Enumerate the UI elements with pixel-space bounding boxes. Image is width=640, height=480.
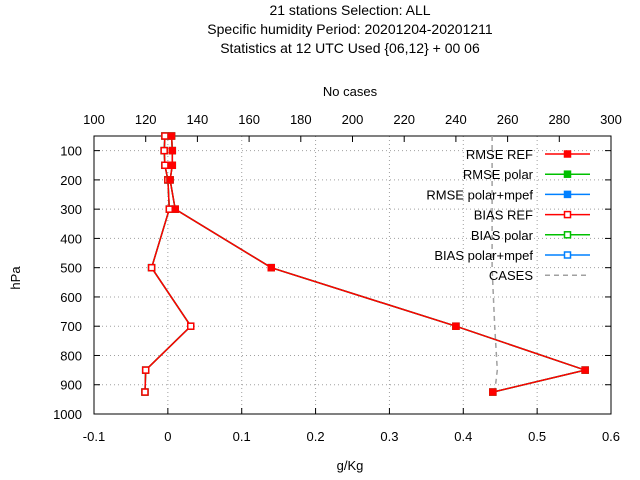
data-point-bias-ref bbox=[147, 263, 156, 272]
data-point-rmse-ref bbox=[171, 205, 179, 213]
x-axis-label: g/Kg bbox=[337, 458, 364, 473]
x-tick-label: -0.1 bbox=[83, 429, 105, 444]
x-tick-label: 0.6 bbox=[602, 429, 620, 444]
top-tick-label: 180 bbox=[290, 112, 312, 127]
data-point-bias-ref bbox=[141, 366, 150, 374]
x-tick-label: 0 bbox=[164, 429, 171, 444]
data-point-rmse-ref bbox=[168, 146, 177, 155]
y-tick-label: 200 bbox=[60, 173, 82, 188]
data-point-rmse-ref bbox=[166, 176, 174, 184]
legend-swatch-marker bbox=[563, 190, 572, 199]
data-point-rmse-ref bbox=[167, 132, 176, 140]
data-point-rmse-ref bbox=[267, 263, 276, 272]
top-tick-label: 120 bbox=[135, 112, 157, 127]
data-point-bias-ref bbox=[161, 161, 169, 170]
legend-label: RMSE polar+mpef bbox=[426, 187, 533, 202]
data-point-rmse-ref bbox=[581, 366, 589, 374]
x-tick-label: 0.5 bbox=[528, 429, 546, 444]
y-tick-label: 100 bbox=[60, 144, 82, 159]
data-point-bias-ref bbox=[141, 388, 149, 396]
legend-swatch-marker bbox=[563, 170, 572, 178]
data-point-rmse-ref bbox=[452, 322, 460, 330]
x-tick-label: 0.4 bbox=[454, 429, 472, 444]
top-tick-label: 200 bbox=[342, 112, 364, 127]
top-tick-label: 300 bbox=[600, 112, 622, 127]
legend-swatch-marker bbox=[563, 150, 572, 158]
legend-swatch-marker bbox=[563, 210, 572, 219]
legend-label: CASES bbox=[489, 268, 533, 283]
y-axis-label: hPa bbox=[8, 266, 23, 290]
data-point-bias-ref bbox=[165, 205, 174, 213]
y-tick-label: 400 bbox=[60, 231, 82, 246]
legend-label: BIAS polar+mpef bbox=[434, 248, 533, 263]
x-tick-label: 0.1 bbox=[233, 429, 251, 444]
data-point-rmse-ref bbox=[489, 388, 497, 396]
legend-label: BIAS REF bbox=[474, 208, 533, 223]
top-tick-label: 280 bbox=[548, 112, 570, 127]
series-line-cases bbox=[491, 136, 499, 393]
y-tick-label: 500 bbox=[60, 261, 82, 276]
legend-label: BIAS polar bbox=[471, 228, 534, 243]
legend-swatch-marker bbox=[563, 231, 572, 239]
chart-title-line-2: Specific humidity Period: 20201204-20201… bbox=[207, 21, 493, 37]
top-tick-label: 100 bbox=[83, 112, 105, 127]
data-point-bias-ref bbox=[160, 146, 168, 155]
data-point-bias-ref bbox=[161, 132, 169, 140]
y-tick-label: 600 bbox=[60, 290, 82, 305]
chart-title-line-1: 21 stations Selection: ALL bbox=[269, 2, 430, 18]
top-axis-label: No cases bbox=[323, 84, 378, 99]
y-tick-label: 300 bbox=[60, 202, 82, 217]
top-tick-label: 160 bbox=[238, 112, 260, 127]
top-tick-label: 220 bbox=[393, 112, 415, 127]
y-tick-label: 1000 bbox=[53, 407, 82, 422]
top-tick-label: 140 bbox=[187, 112, 209, 127]
y-tick-label: 700 bbox=[60, 319, 82, 334]
top-tick-label: 240 bbox=[445, 112, 467, 127]
legend-swatch-marker bbox=[563, 251, 572, 259]
top-tick-label: 260 bbox=[497, 112, 519, 127]
data-point-rmse-ref bbox=[168, 161, 177, 170]
y-tick-label: 800 bbox=[60, 348, 82, 363]
y-tick-label: 900 bbox=[60, 378, 82, 393]
chart-title-line-3: Statistics at 12 UTC Used {06,12} + 00 0… bbox=[220, 40, 480, 56]
x-tick-label: 0.3 bbox=[380, 429, 398, 444]
legend-label: RMSE REF bbox=[466, 147, 533, 162]
x-tick-label: 0.2 bbox=[307, 429, 325, 444]
data-point-bias-ref bbox=[187, 322, 195, 330]
legend-label: RMSE polar bbox=[463, 167, 534, 182]
